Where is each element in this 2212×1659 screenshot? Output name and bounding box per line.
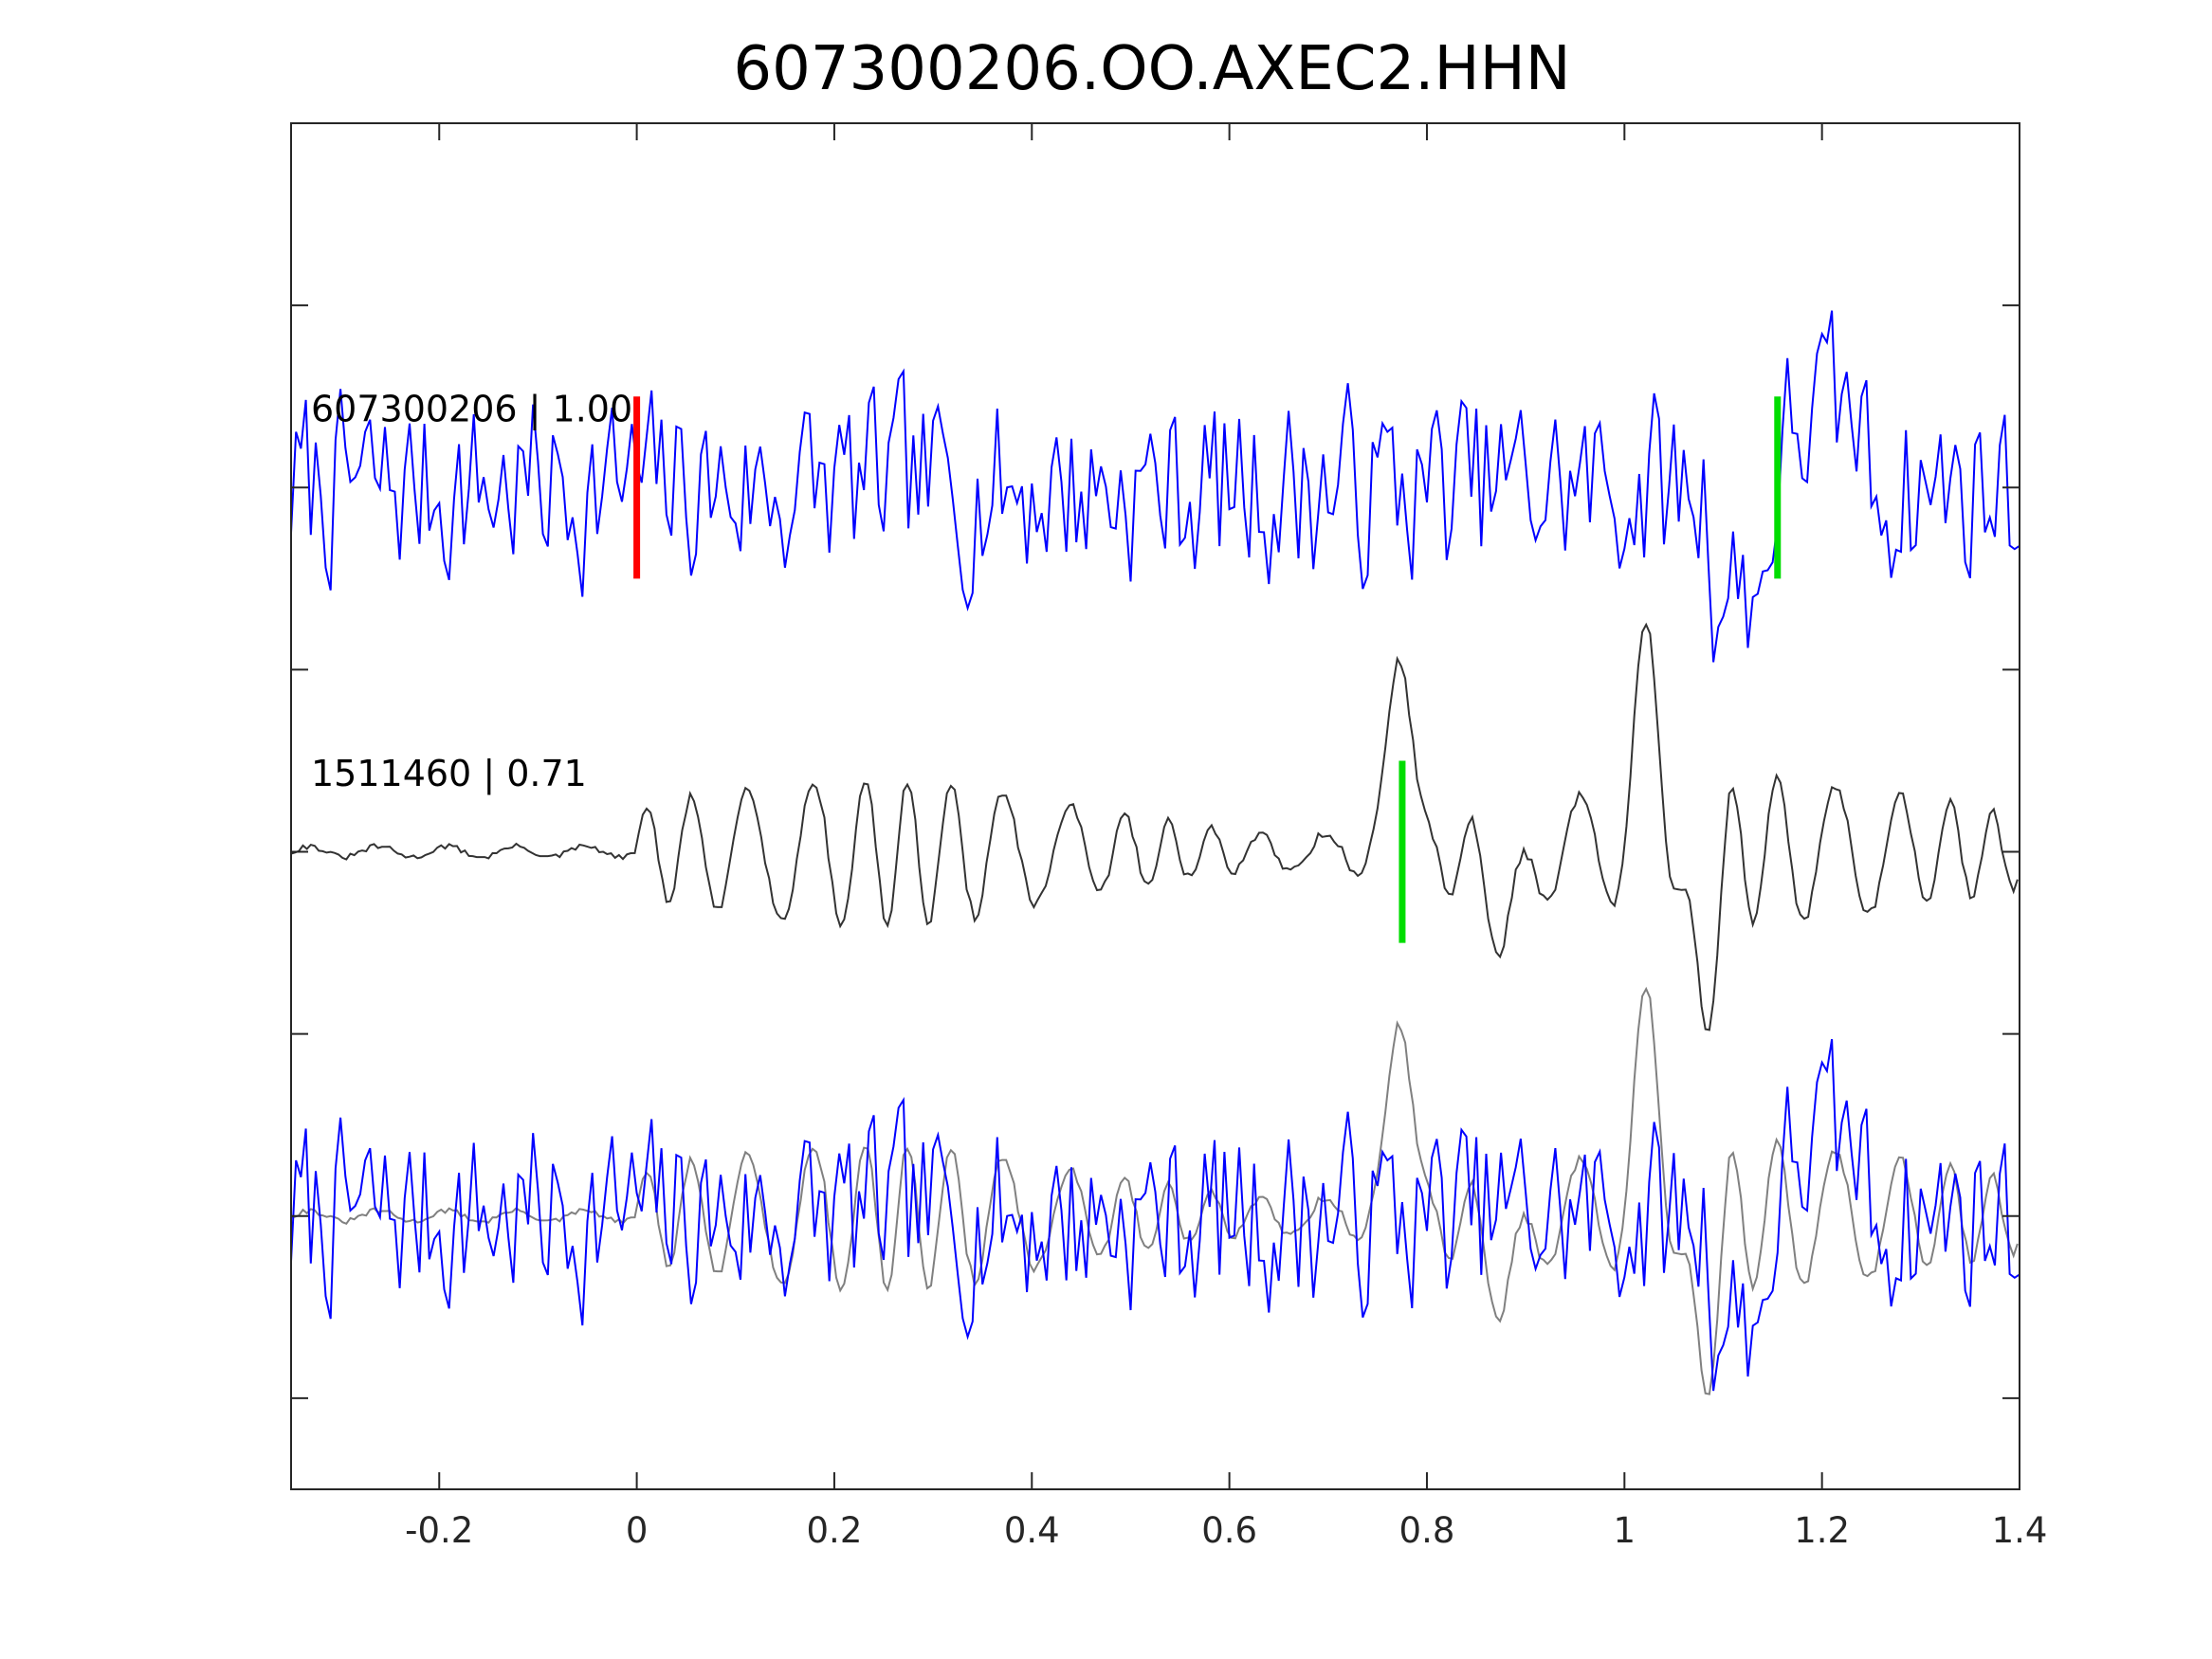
axes-box (290, 122, 2020, 1490)
x-tick-label: 0.4 (1004, 1510, 1060, 1551)
x-tick-label: -0.2 (405, 1510, 473, 1551)
x-tick-label: 0.6 (1201, 1510, 1257, 1551)
trace-2-line (291, 622, 2019, 1031)
x-tick-label: 1.2 (1794, 1510, 1850, 1551)
trace-1-line (291, 310, 2020, 663)
trace-3-line (291, 1038, 2020, 1392)
x-tick-label: 0.8 (1399, 1510, 1455, 1551)
x-tick-label: 0.2 (807, 1510, 863, 1551)
trace-label-2: 1511460 | 0.71 (311, 753, 587, 795)
x-tick-label: 1 (1614, 1510, 1636, 1551)
x-tick-label: 1.4 (1992, 1510, 2048, 1551)
x-tick-label: 0 (626, 1510, 649, 1551)
trace-label-1: 607300206 | 1.00 (311, 389, 632, 431)
chart-title: 607300206.OO.AXEC2.HHN (733, 34, 1570, 104)
plot-area (291, 310, 2020, 1395)
axis-ticks: -0.2 0 0.2 0.4 0.6 0.8 1 1.2 1.4 (291, 123, 2047, 1551)
trace-3-overlay-line (291, 986, 2019, 1395)
